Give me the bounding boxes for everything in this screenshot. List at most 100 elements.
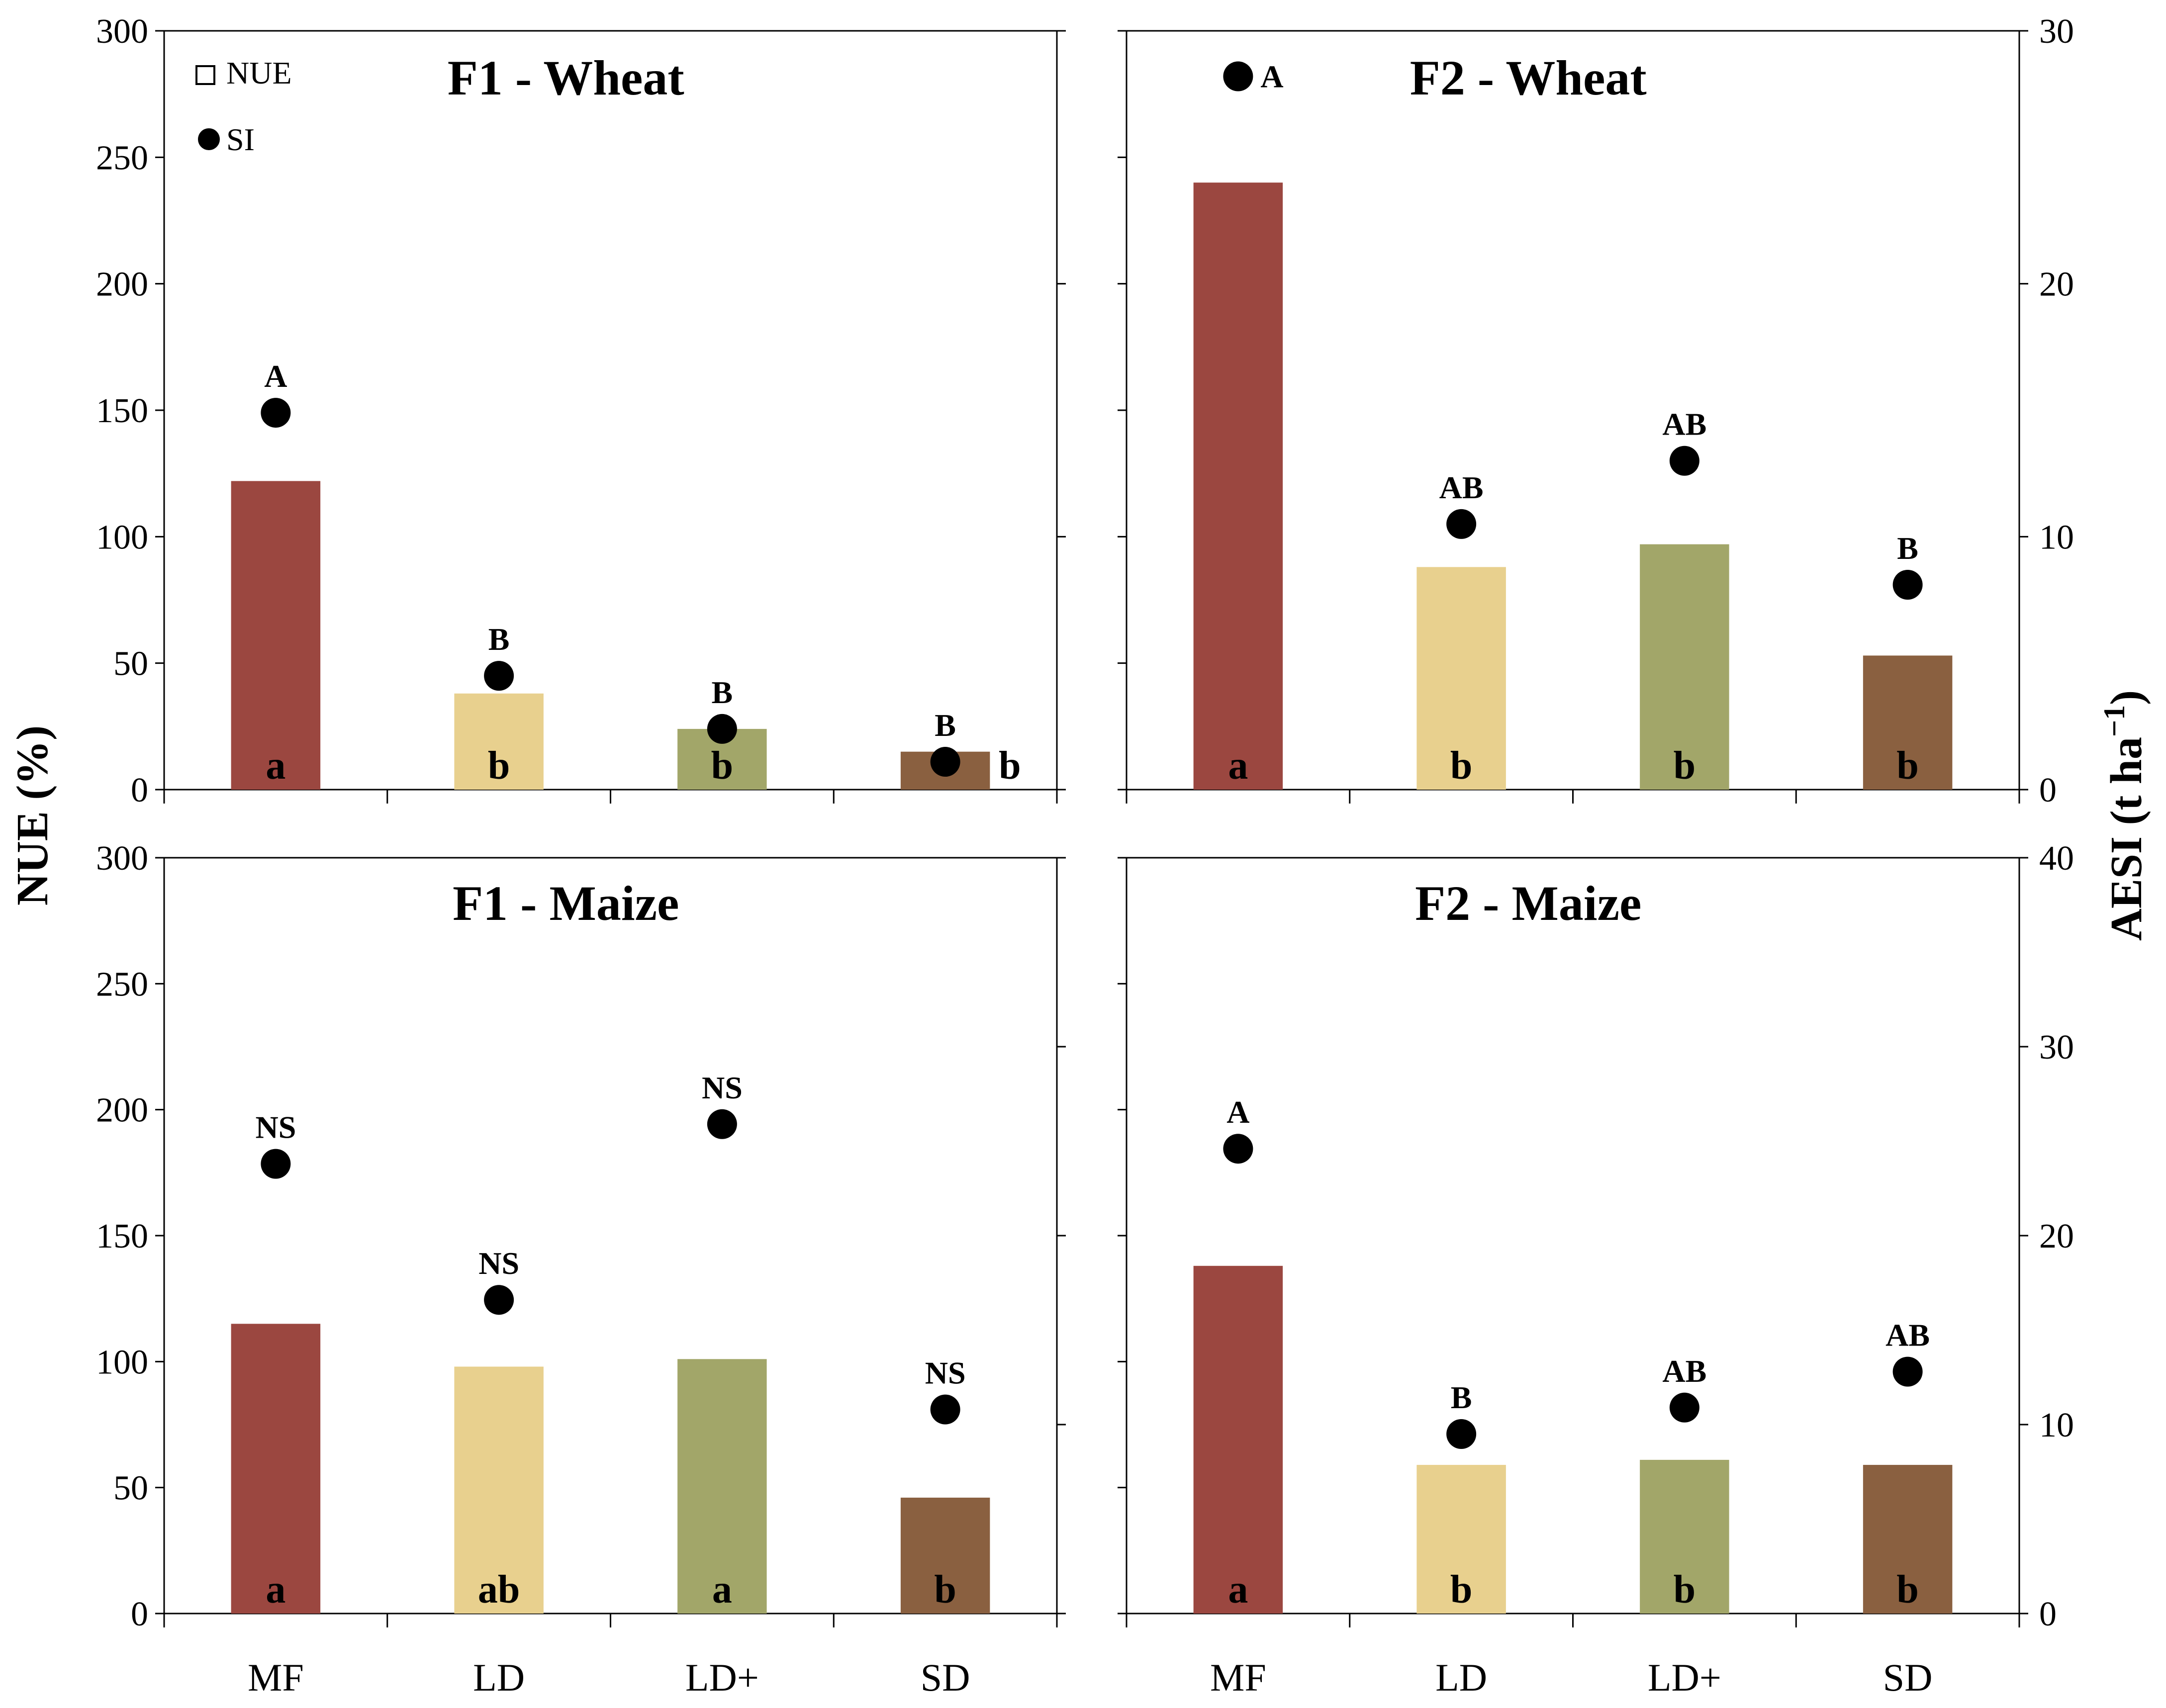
x-category-label: LD+ bbox=[1648, 1656, 1721, 1699]
y-right-tick-label: 20 bbox=[2039, 1217, 2074, 1256]
x-category-label: MF bbox=[1210, 1656, 1266, 1699]
y-left-tick-label: 150 bbox=[96, 392, 148, 430]
si-point bbox=[1223, 61, 1253, 91]
bar-ld bbox=[1416, 1465, 1506, 1614]
y-left-tick-label: 50 bbox=[113, 1469, 148, 1508]
bar-letter: a bbox=[266, 1568, 285, 1612]
y-left-tick-label: 300 bbox=[96, 839, 148, 878]
y-right-tick-label: 40 bbox=[2039, 839, 2074, 878]
y-right-tick-label: 20 bbox=[2039, 266, 2074, 304]
y-left-tick-label: 250 bbox=[96, 139, 148, 177]
y-left-tick-label: 150 bbox=[96, 1217, 148, 1256]
si-point bbox=[930, 747, 960, 777]
y-left-tick-label: 250 bbox=[96, 965, 148, 1003]
bar-ld bbox=[1416, 567, 1506, 790]
bar-letter: a bbox=[266, 744, 285, 788]
si-point bbox=[484, 1285, 514, 1315]
y-axis-right-title: AESI (t ha−1) bbox=[2098, 690, 2151, 941]
legend-nue-swatch bbox=[195, 65, 215, 85]
x-category-label: MF bbox=[248, 1656, 304, 1699]
y-left-tick-label: 0 bbox=[131, 771, 148, 809]
y-left-tick-label: 50 bbox=[113, 645, 148, 683]
panel-title: F1 - Maize bbox=[453, 876, 679, 931]
point-letter: B bbox=[1451, 1380, 1472, 1415]
bar-ldplus bbox=[1640, 544, 1729, 790]
bar-letter: a bbox=[712, 1568, 732, 1612]
x-category-label: SD bbox=[921, 1656, 970, 1699]
legend-nue-label: NUE bbox=[226, 55, 292, 90]
si-point bbox=[1892, 1356, 1923, 1387]
point-letter: AB bbox=[1885, 1318, 1930, 1353]
y-left-tick-label: 300 bbox=[96, 12, 148, 51]
bar-mf bbox=[231, 481, 321, 790]
panel-title: F1 - Wheat bbox=[448, 50, 684, 105]
bar-sd bbox=[900, 1497, 990, 1614]
bar-ldplus bbox=[1640, 1459, 1729, 1614]
bar-letter: b bbox=[1896, 1568, 1919, 1612]
y-right-tick-label: 10 bbox=[2039, 518, 2074, 556]
y-right-tick-label: 0 bbox=[2039, 771, 2057, 809]
bar-letter: ab bbox=[478, 1568, 520, 1612]
bar-mf bbox=[1193, 182, 1283, 790]
bar-letter: a bbox=[1228, 1568, 1248, 1612]
x-category-label: LD+ bbox=[685, 1656, 759, 1699]
y-left-tick-label: 100 bbox=[96, 518, 148, 556]
y-left-tick-label: 0 bbox=[131, 1595, 148, 1633]
si-point bbox=[930, 1394, 960, 1425]
point-letter: NS bbox=[255, 1110, 296, 1145]
legend-si-marker bbox=[198, 128, 220, 150]
y-right-tick-label: 10 bbox=[2039, 1406, 2074, 1444]
point-letter: AB bbox=[1439, 470, 1484, 505]
bar-sd bbox=[1863, 655, 1953, 790]
si-point bbox=[1669, 446, 1699, 476]
bar-letter: b bbox=[999, 744, 1021, 788]
si-point bbox=[261, 398, 291, 428]
si-point bbox=[1669, 1392, 1699, 1423]
point-letter: B bbox=[1897, 531, 1918, 566]
bar-letter: b bbox=[488, 744, 510, 788]
legend: NUE SI bbox=[195, 55, 292, 157]
y-right-tick-label: 30 bbox=[2039, 12, 2074, 51]
bar-letter: b bbox=[1450, 1568, 1473, 1612]
bar-ldplus bbox=[677, 1359, 767, 1614]
point-letter: B bbox=[488, 622, 510, 657]
panel-2: 0 10 20 30 F2 - Wheat a Ab AB b AB b B bbox=[1118, 12, 2074, 809]
si-point bbox=[1892, 569, 1923, 600]
point-letter: A bbox=[1260, 59, 1283, 94]
si-point bbox=[707, 1109, 737, 1139]
si-point bbox=[1446, 509, 1477, 539]
x-category-label: LD bbox=[1435, 1656, 1487, 1699]
point-letter: NS bbox=[702, 1070, 743, 1105]
si-point bbox=[1223, 1134, 1253, 1164]
point-letter: NS bbox=[925, 1355, 966, 1391]
bar-letter: a bbox=[1228, 744, 1248, 788]
bar-letter: b bbox=[1896, 744, 1919, 788]
legend-si-label: SI bbox=[226, 122, 255, 157]
y-axis-left-title: NUE (%) bbox=[8, 725, 57, 905]
bar-letter: b bbox=[711, 744, 734, 788]
panel-title: F2 - Wheat bbox=[1410, 50, 1647, 105]
y-left-tick-label: 100 bbox=[96, 1343, 148, 1381]
y-left-tick-label: 200 bbox=[96, 1091, 148, 1130]
panel-4: 0 10 20 30 40 F2 - Maize a A MF b B LD b AB LD+ b AB SD bbox=[1118, 839, 2074, 1699]
si-point bbox=[1446, 1419, 1477, 1449]
y-left-tick-label: 200 bbox=[96, 266, 148, 304]
point-letter: B bbox=[712, 675, 733, 710]
bar-letter: b bbox=[1450, 744, 1473, 788]
point-letter: AB bbox=[1662, 407, 1706, 442]
y-right-tick-label: 0 bbox=[2039, 1595, 2057, 1633]
point-letter: AB bbox=[1662, 1353, 1706, 1389]
bar-letter: b bbox=[934, 1568, 956, 1612]
point-letter: B bbox=[935, 708, 956, 743]
point-letter: A bbox=[1226, 1094, 1249, 1130]
si-point bbox=[707, 714, 737, 744]
x-category-label: LD bbox=[473, 1656, 525, 1699]
si-point bbox=[484, 661, 514, 691]
x-category-label: SD bbox=[1883, 1656, 1933, 1699]
point-letter: A bbox=[264, 359, 287, 394]
point-letter: NS bbox=[478, 1246, 519, 1281]
bar-ld bbox=[454, 1366, 544, 1614]
panel-title: F2 - Maize bbox=[1415, 876, 1641, 931]
